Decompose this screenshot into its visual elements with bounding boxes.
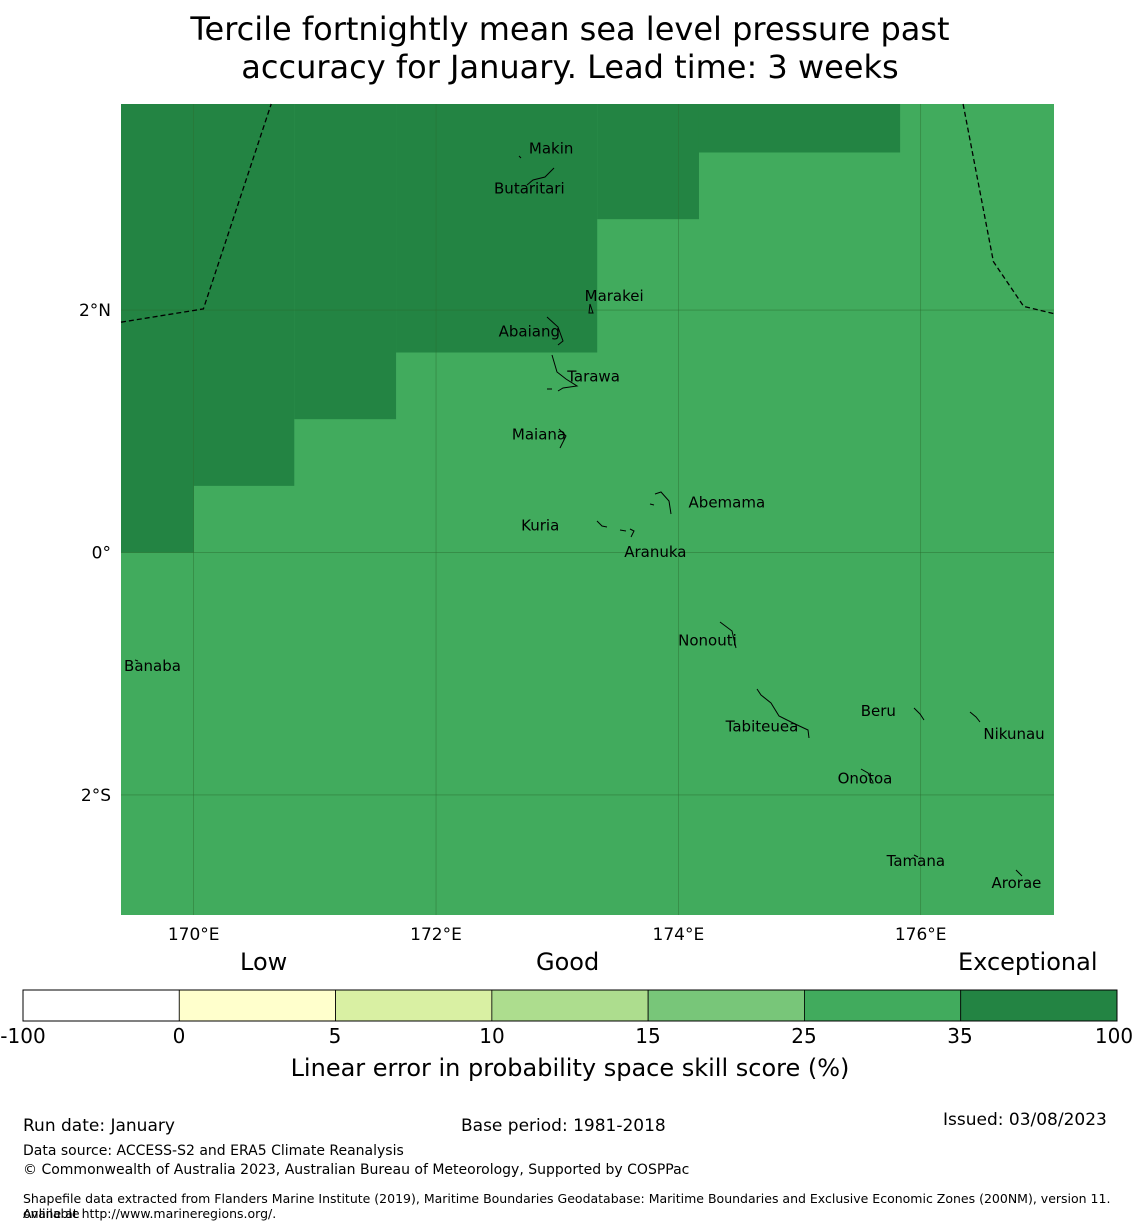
lon-tick-label: 172°E bbox=[410, 925, 462, 945]
island-outline-kuria bbox=[596, 520, 608, 528]
colorbar-tick-label: 35 bbox=[947, 1024, 973, 1048]
island-outline-onotoa bbox=[860, 768, 874, 783]
skill-cell bbox=[121, 104, 194, 553]
eez-boundary-line bbox=[962, 103, 1055, 315]
skill-cell bbox=[396, 104, 598, 353]
colorbar-tick-label: 0 bbox=[172, 1024, 186, 1048]
shapefile-credit-line-1: Shapefile data extracted from Flanders M… bbox=[23, 1191, 1111, 1221]
axis-ticks: 170°E 172°E 174°E 176°E 2°N 0° 2°S bbox=[79, 301, 947, 945]
colorbar-bin bbox=[491, 989, 649, 1022]
colorbar-tick-label: 5 bbox=[328, 1024, 342, 1048]
legend-category-exceptional: Exceptional bbox=[958, 948, 1098, 976]
place-label-tabiteuea: Tabiteuea bbox=[725, 718, 799, 736]
island-outline-abaiang bbox=[546, 316, 564, 346]
skill-cell bbox=[597, 104, 699, 220]
base-period: Base period: 1981-2018 bbox=[461, 1116, 666, 1136]
map-figure: Makin Butaritari Marakei Abaiang Tarawa Maian… bbox=[79, 103, 1055, 945]
run-date: Run date: January bbox=[23, 1116, 175, 1136]
skill-cell bbox=[698, 104, 901, 153]
colorbar-bin bbox=[960, 989, 1118, 1022]
place-label-banaba: Banaba bbox=[124, 657, 181, 675]
lon-tick-label: 170°E bbox=[168, 925, 220, 945]
colorbar-tick-label: 15 bbox=[635, 1024, 661, 1048]
shapefile-credit-line-2: online at http://www.marineregions.org/. bbox=[23, 1206, 277, 1221]
place-label-butaritari: Butaritari bbox=[494, 179, 565, 197]
island-outline-maiana bbox=[558, 428, 567, 449]
island-outline-beru bbox=[913, 707, 925, 721]
colorbar-tick-label: -100 bbox=[0, 1024, 46, 1048]
colorbar-bin bbox=[22, 989, 180, 1022]
island-outline-abemama bbox=[649, 491, 672, 515]
eez-boundaries bbox=[120, 103, 1055, 323]
lat-tick-label: 0° bbox=[92, 544, 111, 564]
place-label-nikunau: Nikunau bbox=[983, 725, 1044, 743]
colorbar-bin bbox=[647, 989, 805, 1022]
lat-tick-label: 2°N bbox=[79, 301, 111, 321]
place-label-tarawa: Tarawa bbox=[566, 367, 620, 385]
lat-tick-label: 2°S bbox=[81, 786, 111, 806]
map-title: Tercile fortnightly mean sea level press… bbox=[0, 10, 1140, 86]
island-outline-nikunau bbox=[969, 711, 981, 723]
island-outline-makin bbox=[518, 155, 522, 159]
island-outline-tamana bbox=[913, 854, 919, 858]
island-outline-aranuka bbox=[619, 528, 635, 538]
skill-cells bbox=[121, 104, 1054, 915]
island-outline-nonouti bbox=[719, 621, 737, 649]
place-label-abaiang: Abaiang bbox=[499, 322, 560, 340]
skill-cell bbox=[193, 104, 295, 486]
issued-date: Issued: 03/08/2023 bbox=[943, 1110, 1107, 1130]
colorbar-frame bbox=[22, 989, 1118, 1022]
colorbar-tick-label: 25 bbox=[791, 1024, 817, 1048]
colorbar bbox=[22, 989, 1118, 1022]
island-outline-tarawa bbox=[547, 354, 579, 392]
place-label-makin: Makin bbox=[529, 139, 574, 157]
graticule bbox=[121, 104, 1054, 915]
colorbar-bin bbox=[804, 989, 962, 1022]
title-line-2: accuracy for January. Lead time: 3 weeks bbox=[241, 48, 899, 86]
place-label-beru: Beru bbox=[861, 702, 896, 720]
island-outline-banaba bbox=[134, 659, 139, 662]
island-outline-marakei bbox=[588, 303, 594, 314]
copyright: © Commonwealth of Australia 2023, Austra… bbox=[23, 1162, 690, 1178]
place-label-onotoa: Onotoa bbox=[838, 770, 893, 788]
lon-tick-label: 176°E bbox=[895, 925, 947, 945]
colorbar-bin bbox=[335, 989, 493, 1022]
place-label-maiana: Maiana bbox=[512, 425, 566, 443]
place-label-kuria: Kuria bbox=[521, 516, 559, 534]
place-label-tamana: Tamana bbox=[886, 852, 945, 870]
legend-category-good: Good bbox=[536, 948, 600, 976]
place-labels: Makin Butaritari Marakei Abaiang Tarawa Maian… bbox=[124, 139, 1045, 892]
title-line-1: Tercile fortnightly mean sea level press… bbox=[190, 10, 950, 48]
place-label-abemama: Abemama bbox=[689, 493, 766, 511]
colorbar-title: Linear error in probability space skill … bbox=[290, 1054, 850, 1082]
island-outline-tabiteuea bbox=[756, 688, 810, 739]
legend-category-low: Low bbox=[240, 948, 288, 976]
island-outline-butaritari bbox=[526, 167, 555, 186]
data-source: Data source: ACCESS-S2 and ERA5 Climate … bbox=[23, 1143, 404, 1159]
place-label-nonouti: Nonouti bbox=[678, 632, 737, 650]
colorbar-tick-label: 100 bbox=[1094, 1024, 1134, 1048]
place-label-arorae: Arorae bbox=[992, 874, 1042, 892]
skill-cell bbox=[294, 104, 397, 420]
colorbar-tick-label: 10 bbox=[479, 1024, 505, 1048]
island-outlines bbox=[134, 155, 1023, 877]
lon-tick-label: 174°E bbox=[653, 925, 705, 945]
place-label-aranuka: Aranuka bbox=[624, 543, 686, 561]
colorbar-bin bbox=[178, 989, 336, 1022]
eez-boundary-line bbox=[120, 103, 272, 323]
island-outline-arorae bbox=[1015, 869, 1023, 877]
place-label-marakei: Marakei bbox=[585, 287, 644, 305]
